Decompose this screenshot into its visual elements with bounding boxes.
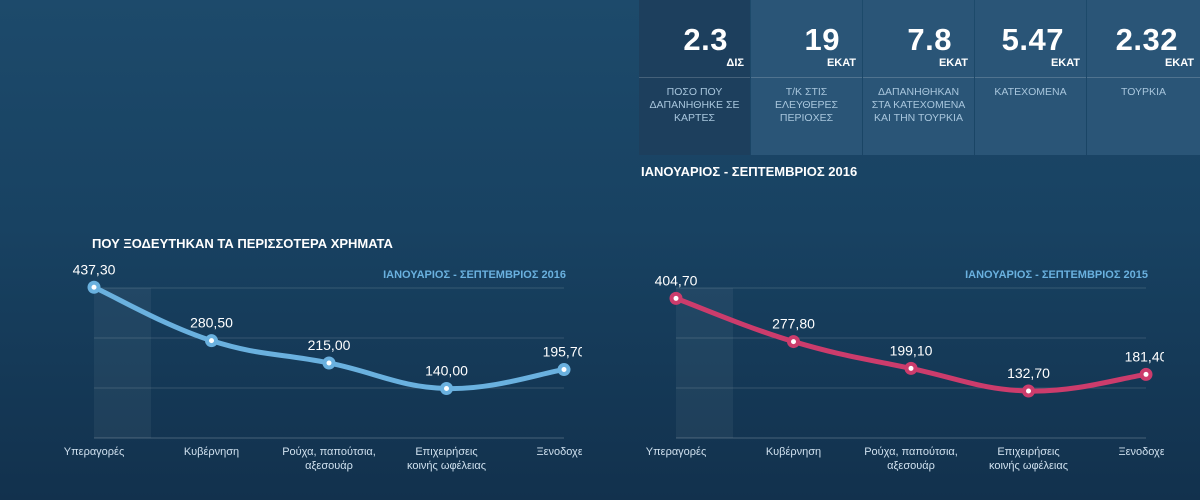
- data-label: 140,00: [425, 363, 468, 379]
- category-label-line: Ρούχα, παπούτσια,: [864, 446, 958, 458]
- category-label-line: Υπεραγορές: [646, 446, 707, 458]
- category-label: Ξενοδοχεία: [536, 446, 582, 458]
- stat-card-cards-spend: 2.3 ΔΙΣ ΠΟΣΟ ΠΟΥ ΔΑΠΑΝΗΘΗΚΕ ΣΕ ΚΑΡΤΕΣ: [639, 0, 750, 155]
- category-label: Υπεραγορές: [64, 446, 125, 458]
- stat-label: ΤΟΥΡΚΙΑ: [1121, 86, 1166, 98]
- stats-panel: 2.3 ΔΙΣ ΠΟΣΟ ΠΟΥ ΔΑΠΑΝΗΘΗΚΕ ΣΕ ΚΑΡΤΕΣ 19…: [639, 0, 1200, 155]
- line-chart-2015: ΙΑΝΟΥΑΡΙΟΣ - ΣΕΠΤΕΜΒΡΙΟΣ 2015 404,70 277,8…: [646, 269, 1164, 472]
- data-label: 277,80: [772, 316, 815, 332]
- data-point-center: [908, 365, 914, 371]
- data-label: 437,30: [73, 262, 116, 277]
- stat-unit: ΔΙΣ: [726, 57, 744, 69]
- data-point-center: [561, 367, 567, 373]
- stat-card-occupied: 5.47 ΕΚΑΤ ΚΑΤΕΧΟΜΕΝΑ: [975, 0, 1086, 155]
- stat-label: ΠΟΣΟ ΠΟΥ ΔΑΠΑΝΗΘΗΚΕ ΣΕ ΚΑΡΤΕΣ: [649, 86, 740, 124]
- chart-2015: ΙΑΝΟΥΑΡΙΟΣ - ΣΕΠΤΕΜΒΡΙΟΣ 2015 404,70 277,8…: [582, 262, 1164, 500]
- chart-2016: ΙΑΝΟΥΑΡΙΟΣ - ΣΕΠΤΕΜΒΡΙΟΣ 2016 437,30 280,5…: [0, 262, 582, 500]
- data-label: 215,00: [308, 337, 351, 353]
- data-point-center: [1143, 371, 1149, 377]
- category-label: Ρούχα, παπούτσια, αξεσουάρ: [282, 446, 376, 472]
- category-label: Ρούχα, παπούτσια, αξεσουάρ: [864, 446, 958, 472]
- data-point-center: [1026, 388, 1031, 394]
- category-label-line: Κυβέρνηση: [184, 446, 239, 458]
- highlight-band: [676, 288, 733, 438]
- chart-subtitle: ΙΑΝΟΥΑΡΙΟΣ - ΣΕΠΤΕΜΒΡΙΟΣ 2015: [965, 269, 1148, 281]
- category-label-line: Υπεραγορές: [64, 446, 125, 458]
- category-label: Υπεραγορές: [646, 446, 707, 458]
- data-point-center: [209, 338, 214, 344]
- stat-unit: ΕΚΑΤ: [1164, 57, 1194, 69]
- stat-value: 2.32: [1115, 22, 1178, 57]
- category-label: Επιχειρήσεις κοινής ωφέλειας: [407, 446, 486, 472]
- category-label-line: Ξενοδοχεία: [1118, 446, 1164, 458]
- category-label-line: Κυβέρνηση: [766, 446, 821, 458]
- stat-unit: ΕΚΑΤ: [938, 57, 968, 69]
- category-label-line: Επιχειρήσεις: [415, 446, 477, 458]
- stat-value: 2.3: [683, 22, 728, 57]
- data-point-center: [444, 386, 449, 392]
- stat-card-tc-free-areas: 19 ΕΚΑΤ Τ/Κ ΣΤΙΣ ΕΛΕΥΘΕΡΕΣ ΠΕΡΙΟΧΕΣ: [751, 0, 862, 155]
- section-title: ΠΟΥ ΞΟΔΕΥΤΗΚΑΝ ΤΑ ΠΕΡΙΣΣΟΤΕΡΑ ΧΡΗΜΑΤΑ: [92, 236, 393, 251]
- divider: [975, 77, 1086, 78]
- category-label-line: Επιχειρήσεις: [997, 446, 1059, 458]
- data-point-center: [791, 339, 796, 345]
- category-label-line: κοινής ωφέλειας: [407, 460, 486, 472]
- data-point-center: [673, 295, 679, 301]
- stats-period: ΙΑΝΟΥΑΡΙΟΣ - ΣΕΠΤΕΜΒΡΙΟΣ 2016: [641, 164, 858, 179]
- stat-label: ΚΑΤΕΧΟΜΕΝΑ: [994, 86, 1067, 98]
- stat-unit: ΕΚΑΤ: [1050, 57, 1080, 69]
- divider: [1087, 77, 1200, 78]
- data-label: 199,10: [890, 342, 933, 358]
- data-point-center: [326, 360, 332, 366]
- stat-label: ΔΑΠΑΝΗΘΗΚΑΝ ΣΤΑ ΚΑΤΕΧΟΜΕΝΑ ΚΑΙ ΤΗΝ ΤΟΥΡΚ…: [871, 86, 966, 124]
- category-label: Κυβέρνηση: [184, 446, 239, 458]
- stat-value: 7.8: [907, 22, 952, 57]
- data-label: 404,70: [655, 272, 698, 288]
- category-label-line: Ξενοδοχεία: [536, 446, 582, 458]
- category-label-line: κοινής ωφέλειας: [989, 460, 1068, 472]
- divider: [863, 77, 974, 78]
- data-label: 195,70: [543, 344, 582, 360]
- data-point-center: [91, 284, 97, 290]
- stat-label: Τ/Κ ΣΤΙΣ ΕΛΕΥΘΕΡΕΣ ΠΕΡΙΟΧΕΣ: [774, 86, 839, 124]
- chart-subtitle: ΙΑΝΟΥΑΡΙΟΣ - ΣΕΠΤΕΜΒΡΙΟΣ 2016: [383, 269, 566, 281]
- divider: [751, 77, 862, 78]
- category-label: Κυβέρνηση: [766, 446, 821, 458]
- stat-unit: ΕΚΑΤ: [826, 57, 856, 69]
- category-label: Ξενοδοχεία: [1118, 446, 1164, 458]
- category-label-line: αξεσουάρ: [887, 460, 935, 472]
- category-label-line: αξεσουάρ: [305, 460, 353, 472]
- line-chart-2016: ΙΑΝΟΥΑΡΙΟΣ - ΣΕΠΤΕΜΒΡΙΟΣ 2016 437,30 280,5…: [64, 262, 582, 472]
- stat-card-turkey: 2.32 ΕΚΑΤ ΤΟΥΡΚΙΑ: [1087, 0, 1200, 155]
- stat-card-occupied-turkey: 7.8 ΕΚΑΤ ΔΑΠΑΝΗΘΗΚΑΝ ΣΤΑ ΚΑΤΕΧΟΜΕΝΑ ΚΑΙ …: [863, 0, 974, 155]
- stat-value: 19: [804, 22, 840, 57]
- data-label: 132,70: [1007, 365, 1050, 381]
- category-label-line: Ρούχα, παπούτσια,: [282, 446, 376, 458]
- data-label: 181,40: [1125, 348, 1164, 364]
- category-label: Επιχειρήσεις κοινής ωφέλειας: [989, 446, 1068, 472]
- data-label: 280,50: [190, 315, 233, 331]
- stat-value: 5.47: [1001, 22, 1064, 57]
- divider: [639, 77, 750, 78]
